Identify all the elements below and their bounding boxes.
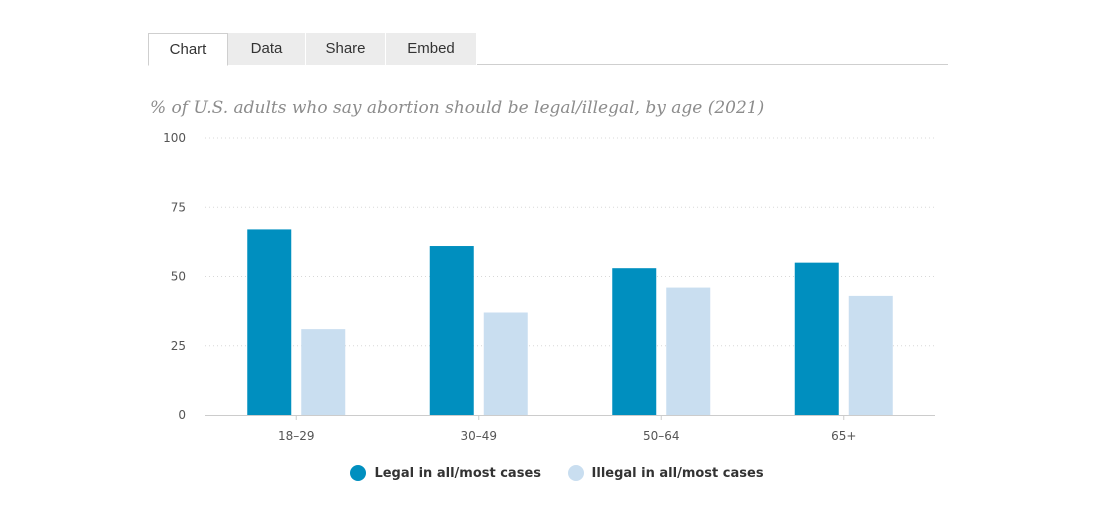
- x-tick-label: 65+: [831, 429, 856, 443]
- y-tick-label: 75: [171, 200, 186, 214]
- legend-item-illegal: Illegal in all/most cases: [567, 465, 764, 481]
- x-tick-label: 30–49: [460, 429, 497, 443]
- legend-swatch-illegal: [567, 465, 584, 481]
- y-tick-label: 50: [171, 270, 186, 284]
- legend-item-legal: Legal in all/most cases: [350, 465, 541, 481]
- bar: [612, 268, 657, 415]
- tab-share[interactable]: Share: [306, 33, 386, 65]
- bar: [247, 229, 292, 415]
- legend-label-legal: Legal in all/most cases: [374, 465, 541, 481]
- bar: [429, 246, 474, 415]
- legend-swatch-legal: [350, 465, 367, 481]
- bar: [301, 329, 346, 415]
- x-tick-label: 18–29: [278, 429, 315, 443]
- bar: [666, 287, 711, 415]
- chart-legend: Legal in all/most cases Illegal in all/m…: [0, 465, 1114, 485]
- bar: [848, 295, 893, 415]
- legend-label-illegal: Illegal in all/most cases: [591, 465, 764, 481]
- bar: [483, 312, 528, 415]
- tab-embed[interactable]: Embed: [386, 33, 477, 65]
- bar: [794, 262, 839, 415]
- tab-data[interactable]: Data: [228, 33, 306, 65]
- y-tick-label: 25: [171, 339, 186, 353]
- x-tick-label: 50–64: [643, 429, 680, 443]
- tab-chart[interactable]: Chart: [148, 33, 228, 66]
- y-tick-label: 100: [163, 131, 186, 145]
- tab-bar: Chart Data Share Embed: [148, 33, 948, 66]
- y-tick-label: 0: [178, 408, 186, 422]
- chart-title: % of U.S. adults who say abortion should…: [150, 98, 765, 118]
